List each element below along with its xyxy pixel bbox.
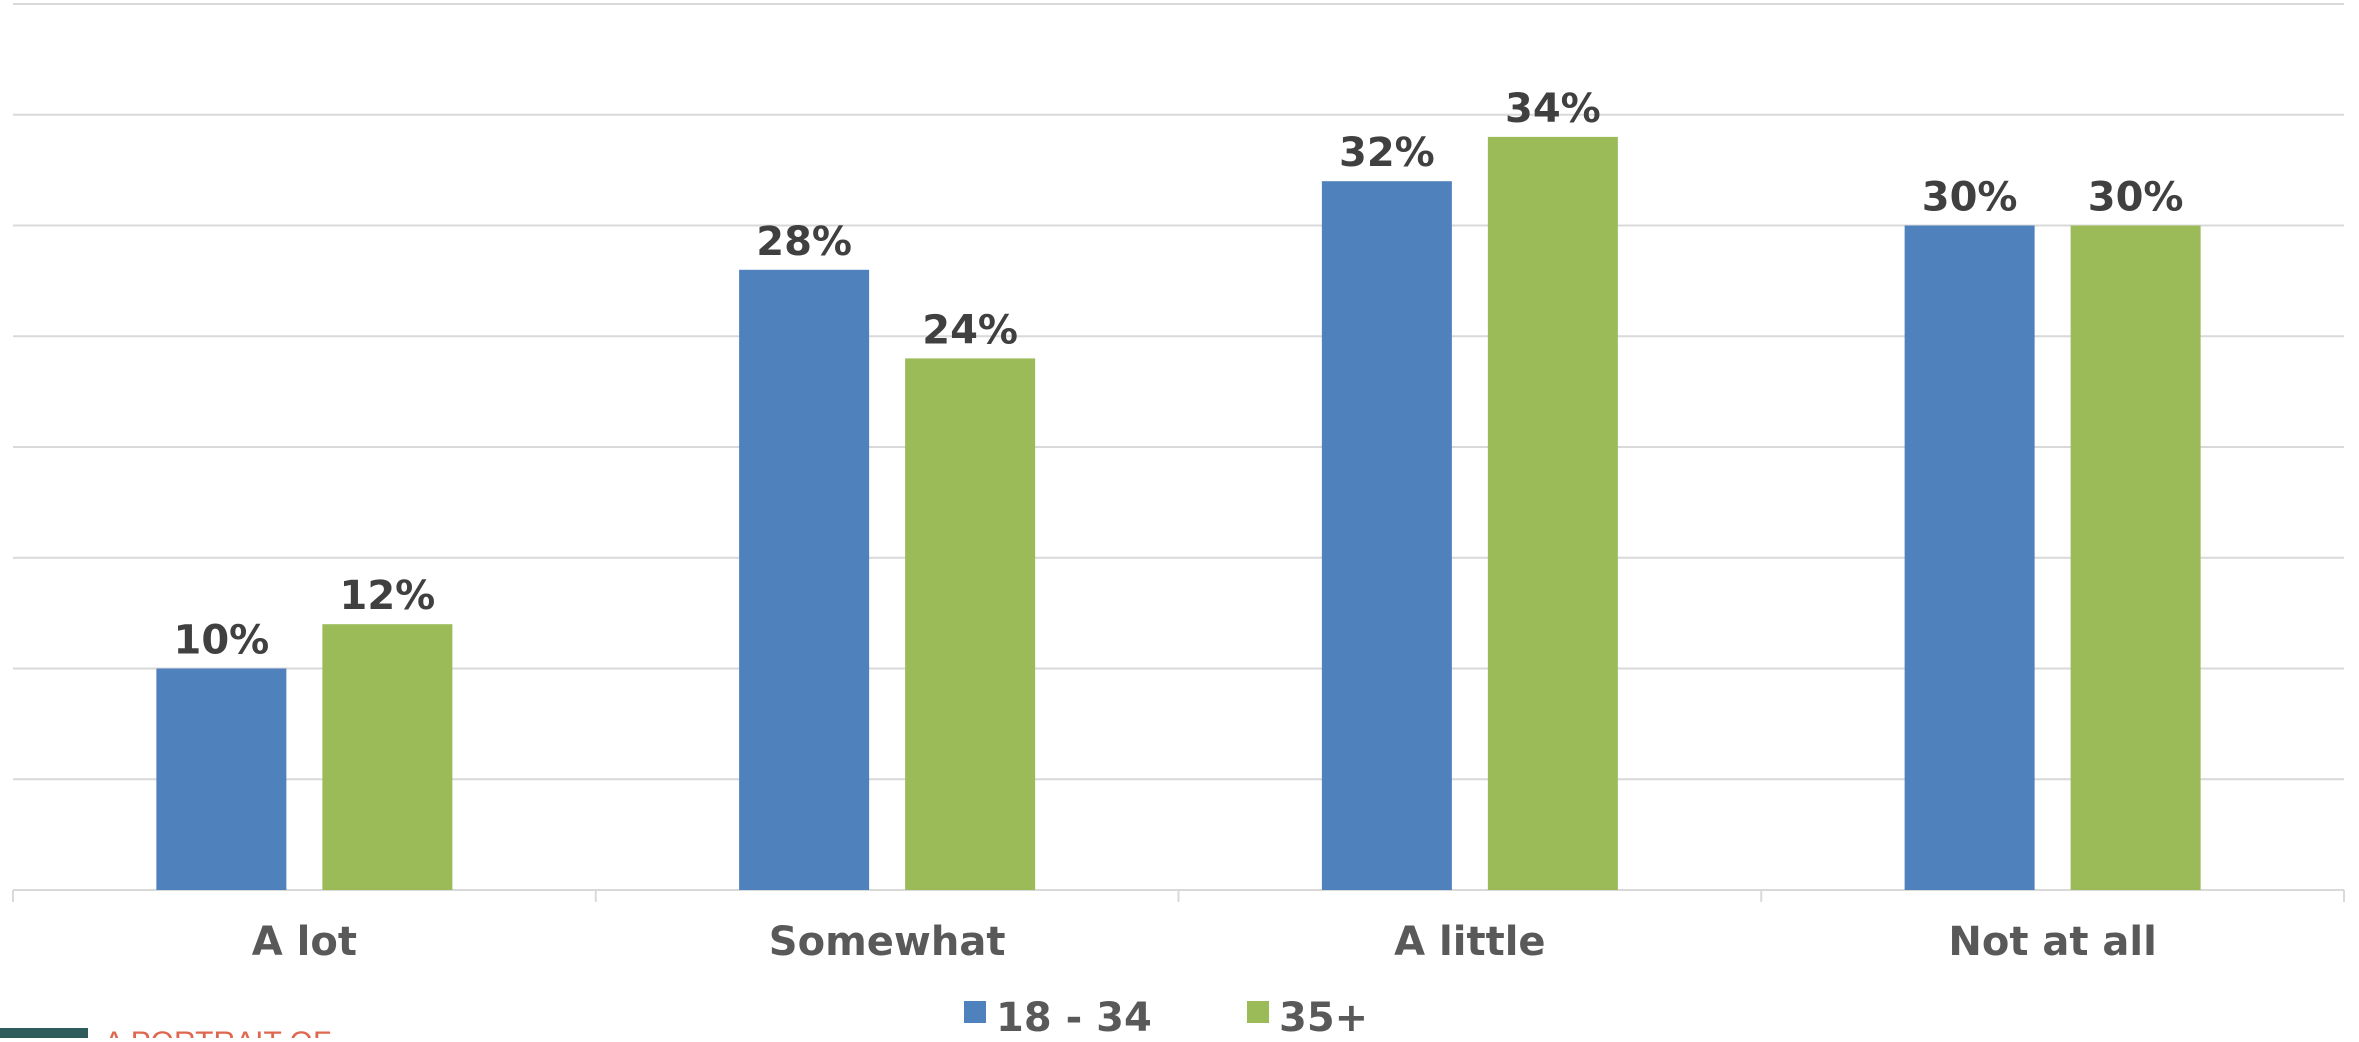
legend-swatch [1247,1001,1269,1023]
legend-label: 18 - 34 [996,995,1152,1038]
category-labels: A lot Somewhat A little Not at all [252,919,2157,965]
category-label: Somewhat [769,919,1006,965]
footer-accent-block [0,1028,88,1040]
legend-swatch [964,1001,986,1023]
data-labels: 10% 12% 28% 24% 32% 34% 30% 30% [174,86,2184,664]
bar-series-2 [1487,136,1618,890]
legend: 18 - 34 35+ [964,995,1368,1041]
data-label: 12% [340,573,436,619]
category-label: A lot [252,919,357,965]
footer-text: A PORTRAIT OF [104,1026,331,1038]
data-label: 30% [2088,175,2184,221]
bar-series-2 [322,624,453,890]
x-axis [12,889,2345,902]
footer: A PORTRAIT OF [0,1026,331,1042]
bar-series-1 [1904,225,2035,890]
data-label: 30% [1922,175,2018,221]
data-label: 32% [1339,130,1435,176]
category-label: A little [1394,919,1545,965]
bar-series-1 [1321,181,1452,890]
data-label: 24% [922,307,1018,353]
data-label: 10% [174,618,270,664]
legend-label: 35+ [1279,995,1368,1038]
data-label: 28% [756,219,852,265]
bars [156,136,2201,890]
category-label: Not at all [1948,919,2156,965]
bar-series-1 [739,269,870,890]
bar-series-2 [2070,225,2201,890]
data-label: 34% [1505,86,1601,132]
bar-series-2 [905,358,1036,890]
bar-series-1 [156,668,287,890]
